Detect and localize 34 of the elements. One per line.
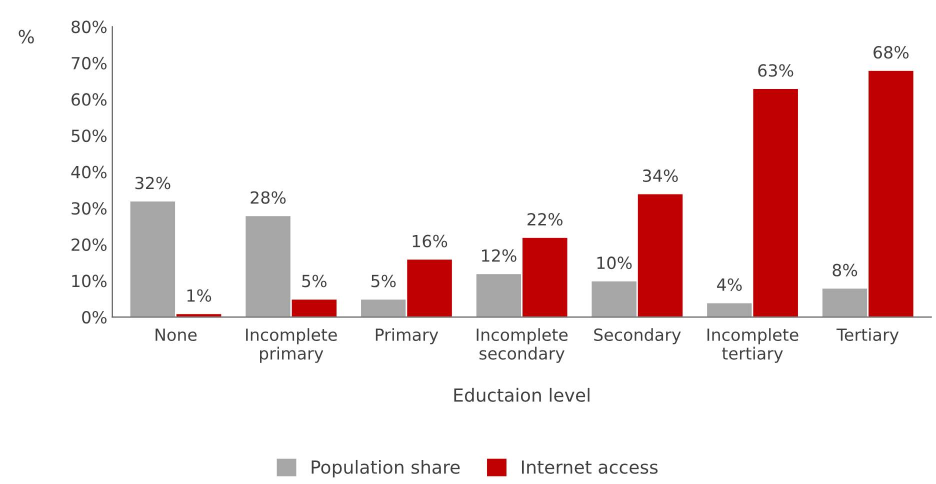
x-tick-label: Secondary xyxy=(594,328,681,344)
data-label: 5% xyxy=(371,274,396,288)
y-tick-label: 40% xyxy=(71,166,107,178)
y-tick-label: 20% xyxy=(72,238,107,251)
data-label: 34% xyxy=(642,169,678,182)
data-label: 16% xyxy=(412,234,448,248)
x-tick-label: Incomplete primary xyxy=(246,328,337,363)
data-label: 4% xyxy=(717,278,742,291)
y-tick-label: 10% xyxy=(72,274,107,288)
data-label: 32% xyxy=(135,176,170,190)
data-label: 1% xyxy=(187,289,212,302)
x-tick-label: Incomplete tertiary xyxy=(707,328,798,363)
data-label: 28% xyxy=(250,191,286,204)
y-tick-label: 30% xyxy=(72,202,107,215)
x-axis-title: Eductaion level xyxy=(454,388,590,402)
x-tick-label: Tertiary xyxy=(836,328,899,344)
legend-label: Population share xyxy=(312,460,460,478)
y-tick-label: 0% xyxy=(82,310,107,324)
y-tick-label: 50% xyxy=(72,129,107,142)
x-tick-label: Primary xyxy=(376,328,438,344)
data-label: 63% xyxy=(758,64,794,77)
data-label: 10% xyxy=(597,256,632,270)
data-label: 12% xyxy=(482,249,516,262)
x-tick-label: None xyxy=(156,328,197,342)
data-label: 8% xyxy=(832,264,858,276)
y-tick-label: 70% xyxy=(72,56,107,70)
data-label: 68% xyxy=(874,46,909,59)
data-label: 22% xyxy=(528,212,562,226)
y-axis-title: % xyxy=(18,30,34,44)
y-tick-label: 80% xyxy=(72,20,107,34)
x-tick-label: Incomplete secondary xyxy=(476,328,568,363)
y-tick-label: 60% xyxy=(72,93,107,106)
legend-label: Internet access xyxy=(522,460,658,474)
data-label: 5% xyxy=(302,274,326,288)
